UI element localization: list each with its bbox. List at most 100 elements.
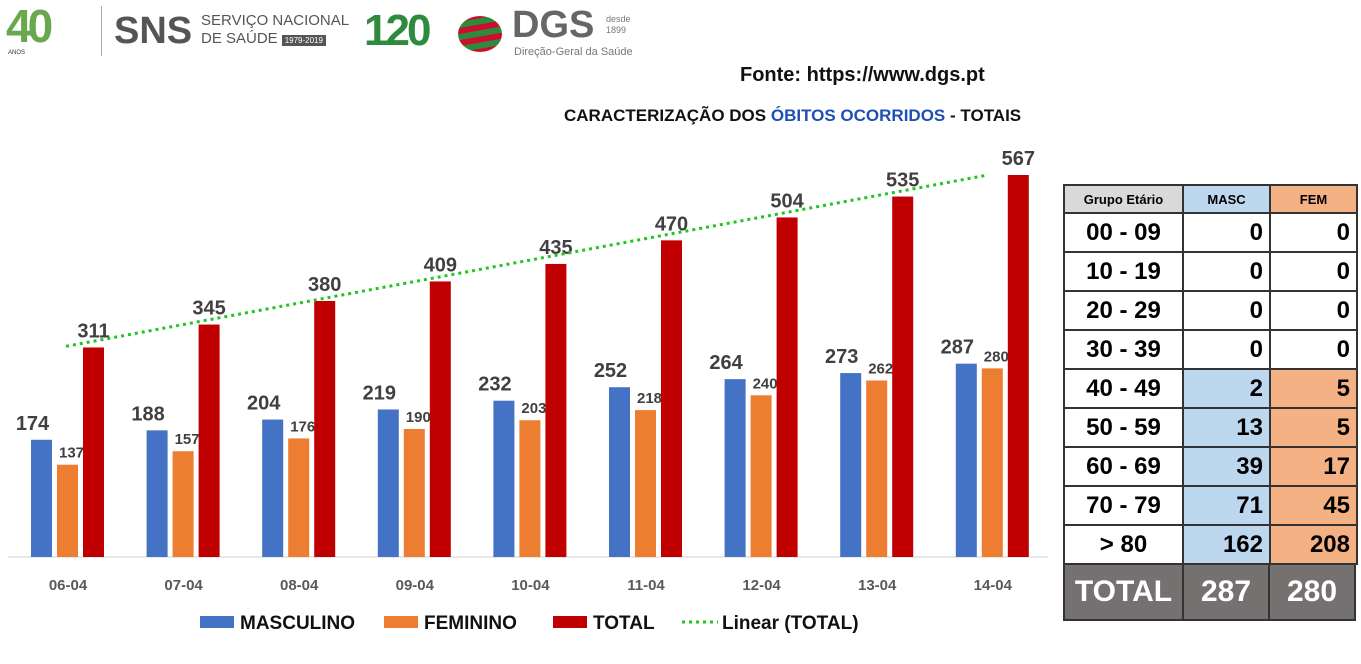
trendline [65, 173, 987, 348]
x-tick-label: 13-04 [858, 577, 897, 594]
masc-cell: 0 [1182, 212, 1271, 253]
data-label: 190 [406, 409, 431, 426]
dgs-since: desde 1899 [606, 14, 631, 35]
data-label: 240 [753, 375, 778, 392]
data-label: 504 [770, 190, 804, 212]
age-group-cell: 30 - 39 [1063, 329, 1184, 370]
bar-total [1007, 175, 1029, 557]
data-label: 409 [424, 254, 457, 276]
total-fem: 280 [1268, 563, 1356, 621]
data-label: 470 [655, 213, 688, 235]
table-row: 40 - 49 2 5 [1063, 368, 1358, 409]
bar-feminino [635, 410, 656, 557]
age-group-cell: 70 - 79 [1063, 485, 1184, 526]
dgs-logo: DGS [512, 4, 595, 46]
data-label: 273 [825, 346, 858, 368]
bar-masculino [840, 373, 862, 557]
chart-title: CARACTERIZAÇÃO DOS ÓBITOS OCORRIDOS - TO… [564, 106, 1022, 125]
bar-feminino [981, 368, 1003, 557]
age-group-cell: 00 - 09 [1063, 212, 1184, 253]
data-label: 176 [290, 418, 315, 435]
bar-masculino [609, 387, 630, 557]
table-row: 20 - 29 0 0 [1063, 290, 1358, 331]
age-group-cell: > 80 [1063, 524, 1184, 565]
masc-cell: 162 [1182, 524, 1271, 565]
masc-cell: 0 [1182, 290, 1271, 331]
bar-total [198, 324, 220, 557]
fem-cell: 0 [1269, 212, 1358, 253]
legend-swatch-total [553, 616, 587, 628]
bar-total [892, 196, 914, 557]
masc-cell: 0 [1182, 329, 1271, 370]
bar-total [776, 217, 798, 557]
data-label: 252 [594, 360, 627, 382]
fem-cell: 0 [1269, 329, 1358, 370]
table-row: 70 - 79 71 45 [1063, 485, 1358, 526]
masc-cell: 0 [1182, 251, 1271, 292]
age-group-table: Grupo Etário MASC FEM 00 - 09 0 0 10 - 19 0 0… [1063, 184, 1358, 565]
table-row: > 80 162 208 [1063, 524, 1358, 565]
x-tick-label: 11-04 [627, 577, 665, 594]
sns-name: SERVIÇO NACIONAL DE SAÚDE 1979-2019 [201, 12, 350, 47]
bar-feminino [750, 395, 772, 557]
table-row: 60 - 69 39 17 [1063, 446, 1358, 487]
bar-total [314, 300, 336, 557]
bar-chart: 174 137 311 06-04 188 157 345 07-04 204 176 380 08-… [8, 148, 1048, 634]
anos-label: ANOS [8, 50, 26, 56]
data-label: 203 [521, 400, 546, 417]
source-label: Fonte: https://www.dgs.pt [740, 64, 985, 86]
data-label: 188 [131, 403, 164, 425]
fem-cell: 0 [1269, 290, 1358, 331]
bar-total [545, 263, 567, 557]
data-label: 262 [868, 360, 893, 377]
x-tick-label: 09-04 [396, 577, 435, 594]
age-group-cell: 50 - 59 [1063, 407, 1184, 448]
bar-masculino [31, 439, 52, 557]
header-fem: FEM [1269, 184, 1358, 214]
bar-masculino [377, 409, 399, 557]
header-age-group: Grupo Etário [1063, 184, 1184, 214]
masc-cell: 71 [1182, 485, 1271, 526]
masc-cell: 13 [1182, 407, 1271, 448]
age-group-cell: 40 - 49 [1063, 368, 1184, 409]
header-masc: MASC [1182, 184, 1271, 214]
legend-label: Linear (TOTAL) [722, 613, 859, 634]
data-label: 204 [247, 393, 281, 415]
bar-feminino [288, 438, 310, 557]
bar-feminino [57, 464, 78, 557]
logo-divider [101, 6, 102, 56]
bar-masculino [724, 379, 746, 557]
dgs-name: Direção-Geral da Saúde [514, 46, 633, 58]
x-tick-label: 12-04 [742, 577, 781, 594]
data-label: 380 [308, 274, 341, 296]
data-label: 345 [192, 298, 225, 320]
data-label: 218 [637, 390, 662, 407]
masc-cell: 2 [1182, 368, 1271, 409]
data-label: 174 [16, 413, 50, 435]
x-tick-label: 14-04 [974, 577, 1013, 594]
dgs-globe-icon [458, 16, 502, 52]
age-group-cell: 10 - 19 [1063, 251, 1184, 292]
table-row: 00 - 09 0 0 [1063, 212, 1358, 253]
x-tick-label: 06-04 [49, 577, 88, 594]
bar-total [83, 347, 104, 557]
data-label: 232 [478, 374, 511, 396]
x-tick-label: 08-04 [280, 577, 319, 594]
bar-masculino [262, 419, 284, 557]
data-label: 264 [709, 352, 743, 374]
age-group-cell: 60 - 69 [1063, 446, 1184, 487]
sns-logo: SNS [114, 10, 193, 52]
table-row: 50 - 59 13 5 [1063, 407, 1358, 448]
sns-40-logo: 40 [6, 0, 53, 52]
x-tick-label: 07-04 [164, 577, 203, 594]
legend-label: TOTAL [593, 613, 655, 634]
data-label: 311 [77, 320, 109, 342]
bar-feminino [866, 380, 888, 557]
data-label: 567 [1002, 148, 1035, 170]
total-masc: 287 [1182, 563, 1270, 621]
data-label: 287 [941, 337, 974, 359]
fem-cell: 17 [1269, 446, 1358, 487]
table-row: 30 - 39 0 0 [1063, 329, 1358, 370]
fem-cell: 0 [1269, 251, 1358, 292]
data-label: 157 [175, 431, 200, 448]
